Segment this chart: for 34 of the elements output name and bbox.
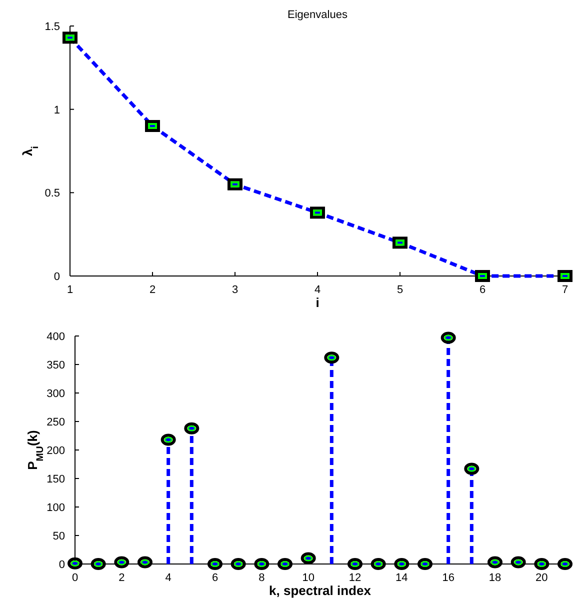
x-tick-label: 10 (302, 572, 314, 584)
x-tick-label: 2 (118, 572, 125, 584)
x-tick-label: 18 (488, 572, 502, 584)
x-tick-label: 4 (165, 572, 172, 584)
y-tick-label: 250 (46, 416, 65, 428)
y-tick-label: 0 (54, 271, 60, 283)
chart-title: Eigenvalues (288, 9, 348, 21)
x-tick-label: 16 (442, 572, 454, 584)
x-tick-label: 4 (314, 284, 321, 296)
x-tick-label: 8 (258, 572, 265, 584)
y-tick-label: 100 (46, 502, 65, 514)
x-axis-title: i (316, 295, 320, 310)
x-axis-title: k, spectral index (269, 583, 372, 598)
y-tick-label: 350 (46, 360, 65, 372)
x-tick-label: 5 (396, 284, 404, 296)
x-tick-label: 7 (562, 284, 568, 296)
y-tick-label: 300 (46, 388, 65, 400)
x-tick-label: 20 (536, 572, 548, 584)
y-tick-label: 50 (52, 530, 65, 542)
x-tick-label: 1 (66, 284, 74, 296)
y-tick-label: 400 (46, 331, 65, 343)
y-tick-label: 1.5 (44, 21, 60, 33)
x-tick-label: 14 (396, 572, 408, 584)
x-tick-label: 2 (149, 284, 156, 296)
y-tick-label: 150 (46, 474, 65, 486)
y-tick-label: 0 (58, 559, 65, 571)
x-tick-label: 6 (212, 572, 218, 584)
y-tick-label: 1 (54, 104, 60, 116)
x-tick-label: 6 (479, 284, 486, 296)
x-tick-label: 3 (232, 284, 238, 296)
x-tick-label: 12 (348, 572, 362, 584)
x-tick-label: 0 (72, 572, 78, 584)
y-tick-label: 0.5 (44, 188, 60, 200)
y-tick-label: 200 (46, 445, 65, 457)
